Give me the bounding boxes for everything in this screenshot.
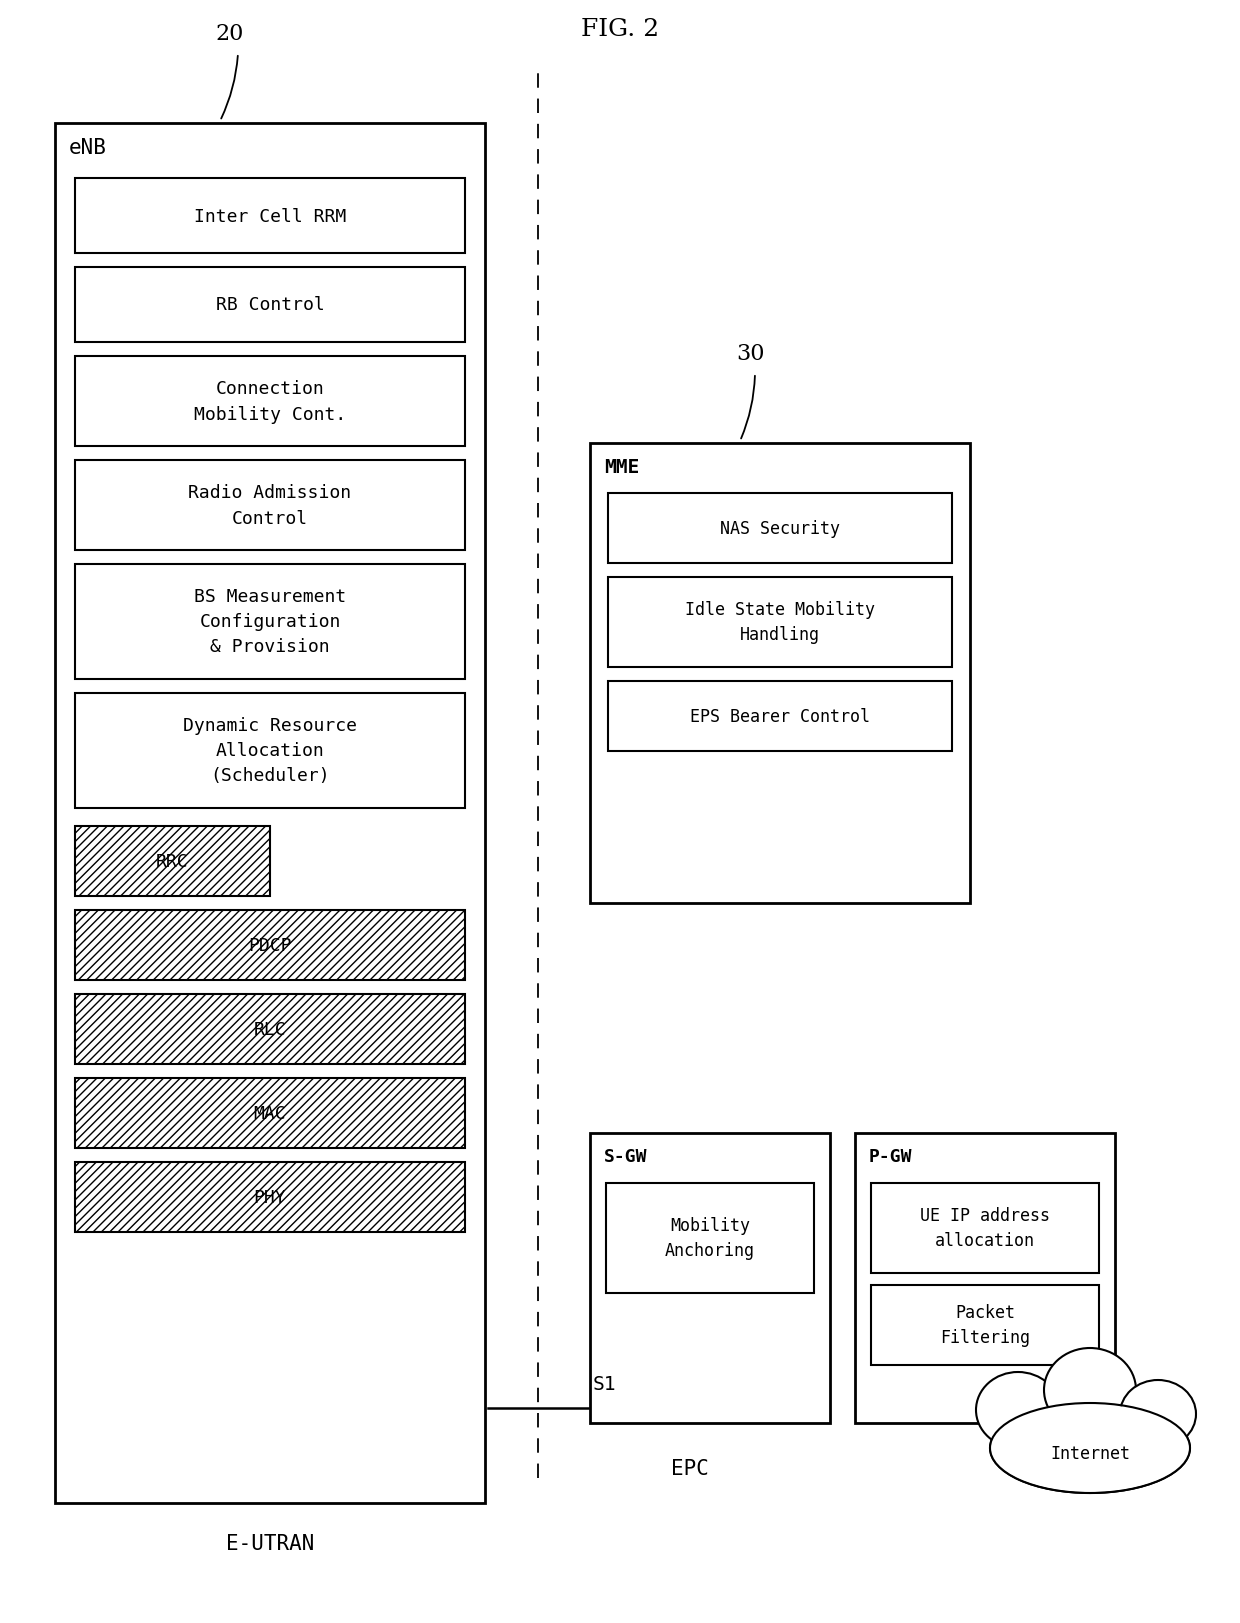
Text: Mobility
Anchoring: Mobility Anchoring xyxy=(665,1217,755,1259)
Bar xyxy=(590,1133,830,1423)
Ellipse shape xyxy=(990,1404,1190,1493)
Bar xyxy=(74,826,270,896)
Bar xyxy=(590,443,970,904)
Text: MAC: MAC xyxy=(254,1104,286,1123)
Bar xyxy=(608,682,952,751)
Text: Packet
Filtering: Packet Filtering xyxy=(940,1303,1030,1347)
Text: BS Measurement
Configuration
& Provision: BS Measurement Configuration & Provision xyxy=(193,588,346,656)
Text: P-GW: P-GW xyxy=(869,1147,913,1165)
Text: Radio Admission
Control: Radio Admission Control xyxy=(188,484,352,527)
Text: FIG. 2: FIG. 2 xyxy=(580,18,660,41)
Bar xyxy=(74,461,465,550)
Text: UE IP address
allocation: UE IP address allocation xyxy=(920,1208,1050,1250)
Bar xyxy=(608,578,952,667)
Bar xyxy=(870,1183,1099,1272)
Ellipse shape xyxy=(976,1371,1060,1448)
Text: PDCP: PDCP xyxy=(248,936,291,954)
Bar xyxy=(870,1285,1099,1365)
Text: RRC: RRC xyxy=(156,852,188,870)
Text: MME: MME xyxy=(604,458,640,477)
Text: 20: 20 xyxy=(216,23,244,45)
Text: E-UTRAN: E-UTRAN xyxy=(226,1534,314,1553)
Bar xyxy=(74,179,465,253)
Text: S1: S1 xyxy=(593,1375,616,1393)
Bar xyxy=(74,693,465,808)
Text: Idle State Mobility
Handling: Idle State Mobility Handling xyxy=(684,601,875,644)
Bar xyxy=(856,1133,1115,1423)
Text: Internet: Internet xyxy=(1050,1444,1130,1462)
Bar xyxy=(74,1162,465,1232)
Text: RLC: RLC xyxy=(254,1021,286,1039)
Bar xyxy=(74,911,465,980)
Bar xyxy=(608,493,952,563)
Bar xyxy=(74,565,465,680)
Text: EPS Bearer Control: EPS Bearer Control xyxy=(689,708,870,725)
Bar xyxy=(74,268,465,342)
Ellipse shape xyxy=(1120,1380,1197,1448)
Ellipse shape xyxy=(990,1404,1190,1492)
Text: Connection
Mobility Cont.: Connection Mobility Cont. xyxy=(193,380,346,424)
Text: RB Control: RB Control xyxy=(216,297,325,315)
Bar xyxy=(74,357,465,446)
Text: NAS Security: NAS Security xyxy=(720,519,839,537)
Ellipse shape xyxy=(1044,1349,1136,1431)
Text: Dynamic Resource
Allocation
(Scheduler): Dynamic Resource Allocation (Scheduler) xyxy=(184,717,357,786)
Text: 30: 30 xyxy=(735,342,764,365)
Bar xyxy=(55,123,485,1503)
Text: S-GW: S-GW xyxy=(604,1147,647,1165)
Text: Inter Cell RRM: Inter Cell RRM xyxy=(193,208,346,226)
Text: EPC: EPC xyxy=(671,1457,709,1479)
Bar xyxy=(74,1078,465,1149)
Bar xyxy=(606,1183,813,1294)
Text: PHY: PHY xyxy=(254,1188,286,1206)
Text: eNB: eNB xyxy=(69,138,107,157)
Bar xyxy=(74,995,465,1065)
